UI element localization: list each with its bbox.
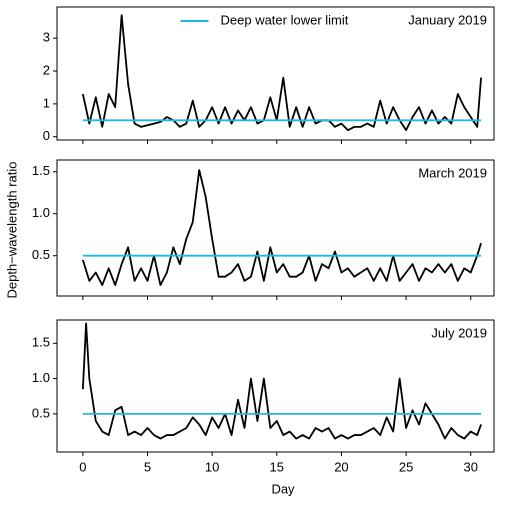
series-line — [81, 169, 482, 286]
y-tick-label: 0 — [43, 128, 50, 143]
y-tick-label: 1.0 — [32, 370, 50, 385]
y-tick-label: 1.0 — [32, 205, 50, 220]
y-tick-label: 1 — [43, 95, 50, 110]
axes-frame — [56, 319, 495, 453]
y-tick-label: 0.5 — [32, 247, 50, 262]
x-tick-label: 10 — [205, 459, 219, 474]
x-tick-label: 30 — [463, 459, 477, 474]
y-tick-label: 1.5 — [32, 335, 50, 350]
y-tick-label: 0.5 — [32, 405, 50, 420]
x-tick-label: 20 — [334, 459, 348, 474]
series-line — [81, 322, 482, 440]
y-axis-label: Depth−wavelength ratio — [4, 162, 19, 299]
axes-frame — [56, 159, 495, 297]
legend-label: Deep water lower limit — [221, 12, 349, 27]
axes-frame — [56, 6, 495, 141]
y-tick-label: 1.5 — [32, 163, 50, 178]
series-line — [81, 14, 482, 132]
y-tick-label: 3 — [43, 30, 50, 45]
panel-title: January 2019 — [408, 12, 487, 27]
panel-title: March 2019 — [418, 165, 487, 180]
x-tick-label: 25 — [399, 459, 413, 474]
x-tick-label: 5 — [144, 459, 151, 474]
panel-title: July 2019 — [431, 325, 487, 340]
x-tick-label: 0 — [79, 459, 86, 474]
x-axis-label: Day — [271, 481, 295, 496]
x-tick-label: 15 — [270, 459, 284, 474]
y-tick-label: 2 — [43, 62, 50, 77]
